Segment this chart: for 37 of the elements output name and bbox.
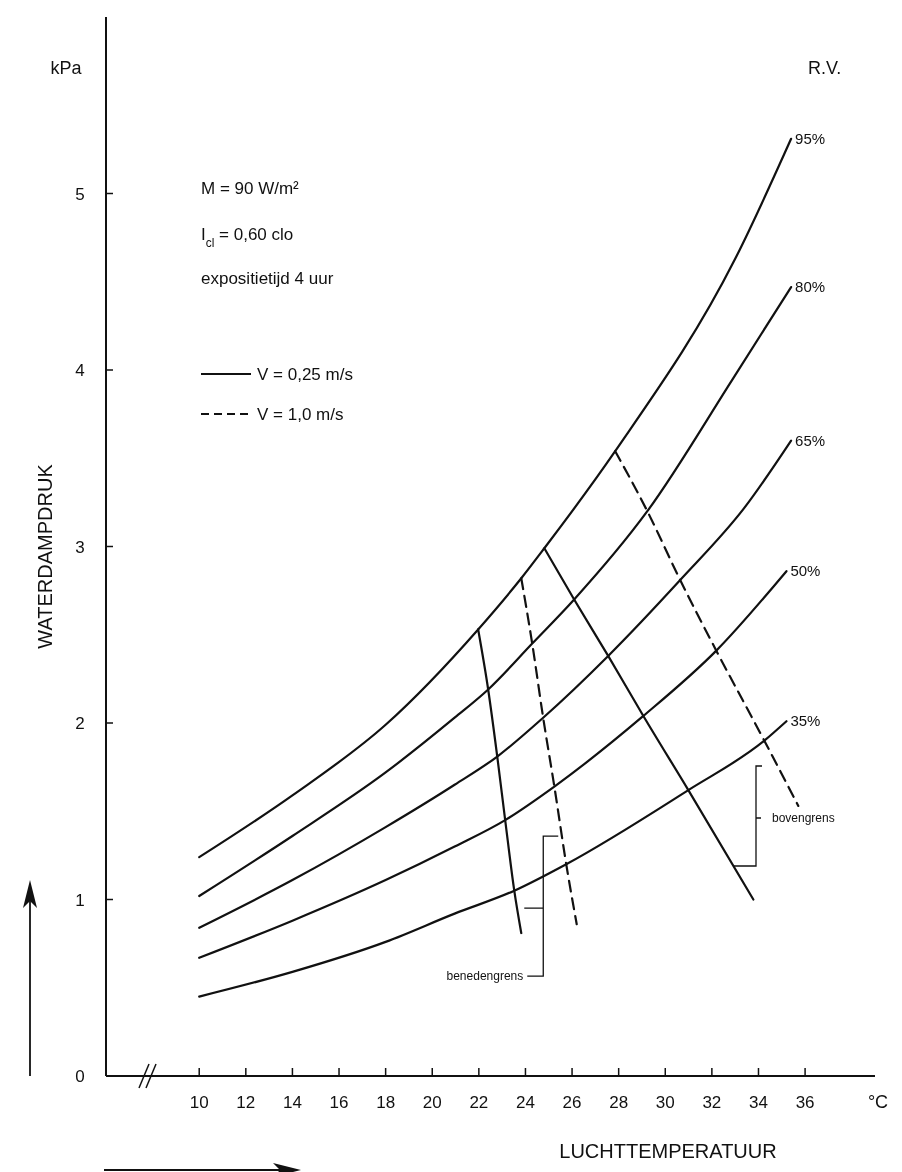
series-label: 35%: [790, 712, 821, 730]
series-label: 80%: [795, 278, 826, 296]
legend-label: V = 1,0 m/s: [257, 405, 344, 424]
y-tick-label: 2: [75, 714, 85, 733]
series-label: 65%: [795, 431, 826, 449]
series-label: 95%: [795, 129, 826, 147]
x-tick-label: 24: [515, 1093, 535, 1112]
legend-label: V = 0,25 m/s: [257, 365, 353, 384]
y-tick-label: 5: [75, 184, 85, 204]
x-tick-label: 28: [609, 1093, 629, 1112]
annotation: M = 90 W/m²: [201, 179, 300, 198]
x-tick-label: 30: [655, 1093, 675, 1112]
x-tick-label: 20: [422, 1093, 442, 1112]
series-label: 50%: [790, 562, 821, 580]
x-tick-label: 22: [469, 1093, 489, 1112]
text: °C: [867, 1092, 889, 1112]
x-tick-label: 36: [795, 1093, 815, 1112]
annotation: expositietijd 4 uur: [201, 269, 334, 288]
annotation: R.V.: [808, 58, 842, 78]
x-tick-label: 34: [749, 1093, 768, 1112]
y-axis-title: WATERDAMPDRUK: [34, 463, 56, 649]
x-tick-label: 10: [189, 1093, 209, 1112]
y-tick-label: 1: [75, 890, 85, 910]
y-tick-label: 0: [75, 1067, 85, 1086]
x-tick-label: 26: [562, 1093, 582, 1112]
annotation: I$_{cl}$ = 0,60 clo: [201, 225, 294, 250]
y-tick-label: 3: [75, 537, 85, 557]
x-tick-label: 32: [702, 1093, 722, 1112]
x-axis-title: LUCHTTEMPERATUUR: [559, 1140, 777, 1162]
x-tick-label: 12: [236, 1093, 256, 1112]
x-tick-label: 18: [376, 1093, 396, 1112]
x-tick-label: 16: [329, 1093, 349, 1112]
y-tick-label: 4: [75, 361, 85, 380]
text: kPa: [50, 58, 83, 78]
annotation: benedengrens: [446, 969, 524, 984]
annotation: bovengrens: [772, 811, 835, 825]
x-tick-label: 14: [282, 1093, 302, 1112]
